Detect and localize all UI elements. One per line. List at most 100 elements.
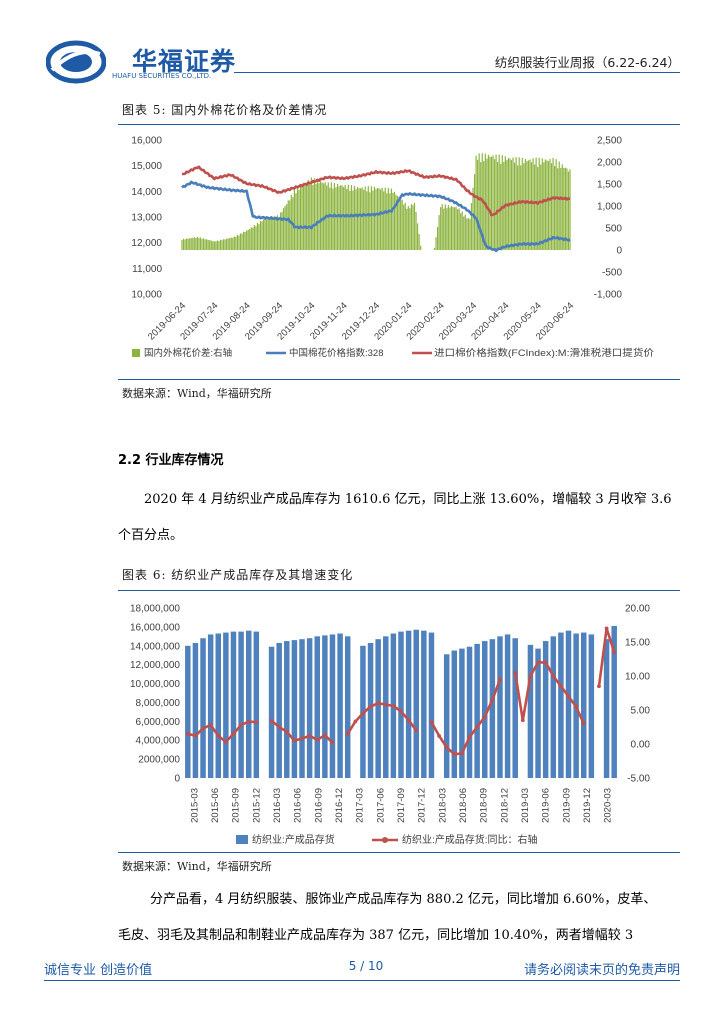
spread-bar	[420, 245, 422, 250]
footer-disclaimer[interactable]: 请务必阅读末页的免责声明	[523, 963, 680, 978]
yoy-growth-point	[315, 738, 320, 742]
spread-bar	[242, 231, 245, 250]
paragraph-line: 毛皮、羽毛及其制品和制鞋业产成品库存为 387 亿元，同比增加 10.40%，两…	[118, 928, 634, 943]
spread-bar	[398, 196, 400, 250]
figure5-title-rule	[118, 124, 680, 125]
spread-bar	[273, 216, 275, 250]
yoy-growth-point	[345, 731, 350, 736]
spread-bar	[561, 164, 563, 250]
y-right-tick-label: 0	[616, 246, 622, 257]
yoy-growth-point	[437, 733, 441, 738]
x-tick-label: 2018-12	[499, 788, 510, 823]
yoy-growth-point	[277, 725, 282, 729]
spread-bar	[540, 164, 542, 250]
spread-bar	[249, 229, 251, 250]
inventory-bar	[200, 638, 206, 778]
spread-bar	[526, 161, 528, 250]
spread-bar	[475, 155, 477, 250]
x-tick-label: 2019-12	[582, 788, 593, 823]
legend-label: 纺织业:产成品存货:同比：右轴	[402, 833, 538, 846]
spread-bar	[316, 179, 319, 250]
y-right-tick-label: -500	[602, 268, 622, 279]
x-tick-label: 2015-06	[210, 788, 221, 823]
yoy-growth-point	[216, 733, 221, 738]
figure6-source-rule	[118, 852, 680, 853]
y-right-tick-label: 500	[605, 224, 622, 235]
yoy-growth-point	[307, 733, 312, 738]
spread-bar	[493, 159, 496, 250]
inventory-bar	[337, 633, 343, 778]
spread-bar	[407, 206, 409, 250]
spread-bar	[390, 188, 392, 250]
spread-bar	[347, 184, 349, 250]
yoy-growth-point	[185, 731, 190, 736]
y-left-tick-label: 16,000	[131, 136, 162, 147]
spread-bar	[207, 239, 209, 250]
header-divider	[234, 72, 680, 73]
spread-bar	[299, 185, 302, 250]
spread-bar	[446, 208, 448, 250]
spread-bar	[181, 240, 183, 250]
spread-bar	[187, 238, 189, 250]
paragraph-line: 个百分点。	[118, 528, 184, 543]
spread-bar	[461, 211, 463, 250]
spread-bar	[252, 227, 254, 250]
y-right-tick-label: 1,000	[597, 202, 622, 213]
yoy-growth-point	[322, 733, 327, 738]
spread-bar	[216, 240, 219, 250]
inventory-bar	[413, 629, 419, 778]
yoy-growth-point	[406, 718, 411, 723]
spread-bar	[250, 227, 252, 250]
spread-bar	[227, 238, 229, 250]
spread-bar	[436, 226, 439, 250]
inventory-bar	[558, 632, 564, 778]
yoy-growth-point	[231, 731, 236, 736]
legend-label: 纺织业:产成品存货	[252, 833, 335, 846]
spread-bar	[335, 187, 337, 250]
yoy-growth-point	[475, 725, 480, 729]
inventory-bar	[504, 634, 511, 778]
figure6-source: 数据来源：Wind，华福研究所	[122, 860, 272, 873]
spread-bar	[501, 155, 503, 250]
spread-bar	[376, 187, 379, 250]
yoy-growth-point	[429, 720, 434, 725]
spread-bar	[247, 229, 249, 250]
spread-bar	[323, 183, 325, 250]
spread-bar	[533, 164, 536, 250]
spread-bar	[304, 183, 306, 250]
spread-bar	[524, 158, 526, 250]
spread-bar	[326, 185, 328, 250]
inventory-bar	[306, 638, 313, 778]
inventory-bar	[367, 642, 374, 778]
x-tick-label: 2017-03	[355, 788, 366, 823]
yoy-growth-point	[612, 650, 617, 655]
spread-bar	[381, 187, 383, 250]
spread-bar	[284, 206, 286, 250]
spread-bar	[213, 241, 215, 250]
y-left-tick-label: 12,000	[131, 238, 162, 249]
spread-bar	[470, 203, 473, 250]
spread-bar	[210, 240, 212, 250]
inventory-bar	[207, 634, 214, 778]
spread-bar	[480, 162, 482, 250]
spread-bar	[198, 238, 200, 250]
spread-bar	[569, 169, 571, 250]
spread-bar	[458, 208, 460, 250]
inventory-bar	[192, 642, 199, 778]
y-left-tick-label: 10,000,000	[130, 679, 180, 690]
spread-bar	[463, 216, 465, 250]
figure6-title: 图表 6: 纺织业产成品库存及其增速变化	[122, 568, 354, 582]
spread-bar	[450, 206, 453, 250]
yoy-growth-point	[482, 714, 487, 719]
yoy-growth-point	[254, 720, 259, 725]
y-left-tick-label: 2000,000	[138, 755, 180, 766]
inventory-bar	[550, 636, 557, 778]
spread-bar	[296, 187, 299, 250]
spread-bar	[492, 155, 494, 250]
spread-bar	[383, 191, 385, 250]
x-tick-label: 2016-09	[313, 788, 324, 823]
inventory-bar	[405, 630, 412, 778]
inventory-bar	[291, 640, 298, 778]
spread-bar	[226, 238, 228, 250]
spread-bar	[256, 222, 259, 250]
